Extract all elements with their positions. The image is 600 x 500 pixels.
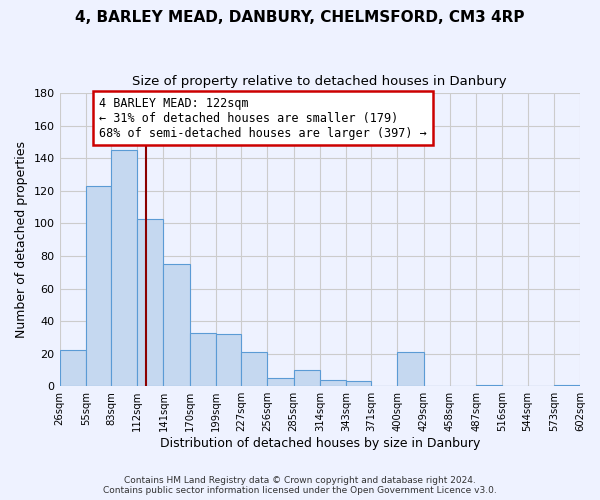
Bar: [346, 382, 371, 386]
Bar: [293, 370, 320, 386]
Bar: [111, 150, 137, 386]
Text: Contains HM Land Registry data © Crown copyright and database right 2024.
Contai: Contains HM Land Registry data © Crown c…: [103, 476, 497, 495]
Bar: [241, 352, 268, 386]
Bar: [86, 186, 111, 386]
Bar: [397, 352, 424, 386]
Text: 4, BARLEY MEAD, DANBURY, CHELMSFORD, CM3 4RP: 4, BARLEY MEAD, DANBURY, CHELMSFORD, CM3…: [75, 10, 525, 25]
Bar: [268, 378, 293, 386]
Bar: [554, 384, 580, 386]
Bar: [320, 380, 346, 386]
Title: Size of property relative to detached houses in Danbury: Size of property relative to detached ho…: [133, 75, 507, 88]
Bar: [476, 384, 502, 386]
Text: 4 BARLEY MEAD: 122sqm
← 31% of detached houses are smaller (179)
68% of semi-det: 4 BARLEY MEAD: 122sqm ← 31% of detached …: [99, 96, 427, 140]
Bar: [190, 332, 216, 386]
Bar: [216, 334, 241, 386]
Bar: [163, 264, 190, 386]
Bar: [59, 350, 86, 386]
Bar: [137, 218, 163, 386]
X-axis label: Distribution of detached houses by size in Danbury: Distribution of detached houses by size …: [160, 437, 480, 450]
Y-axis label: Number of detached properties: Number of detached properties: [15, 142, 28, 338]
